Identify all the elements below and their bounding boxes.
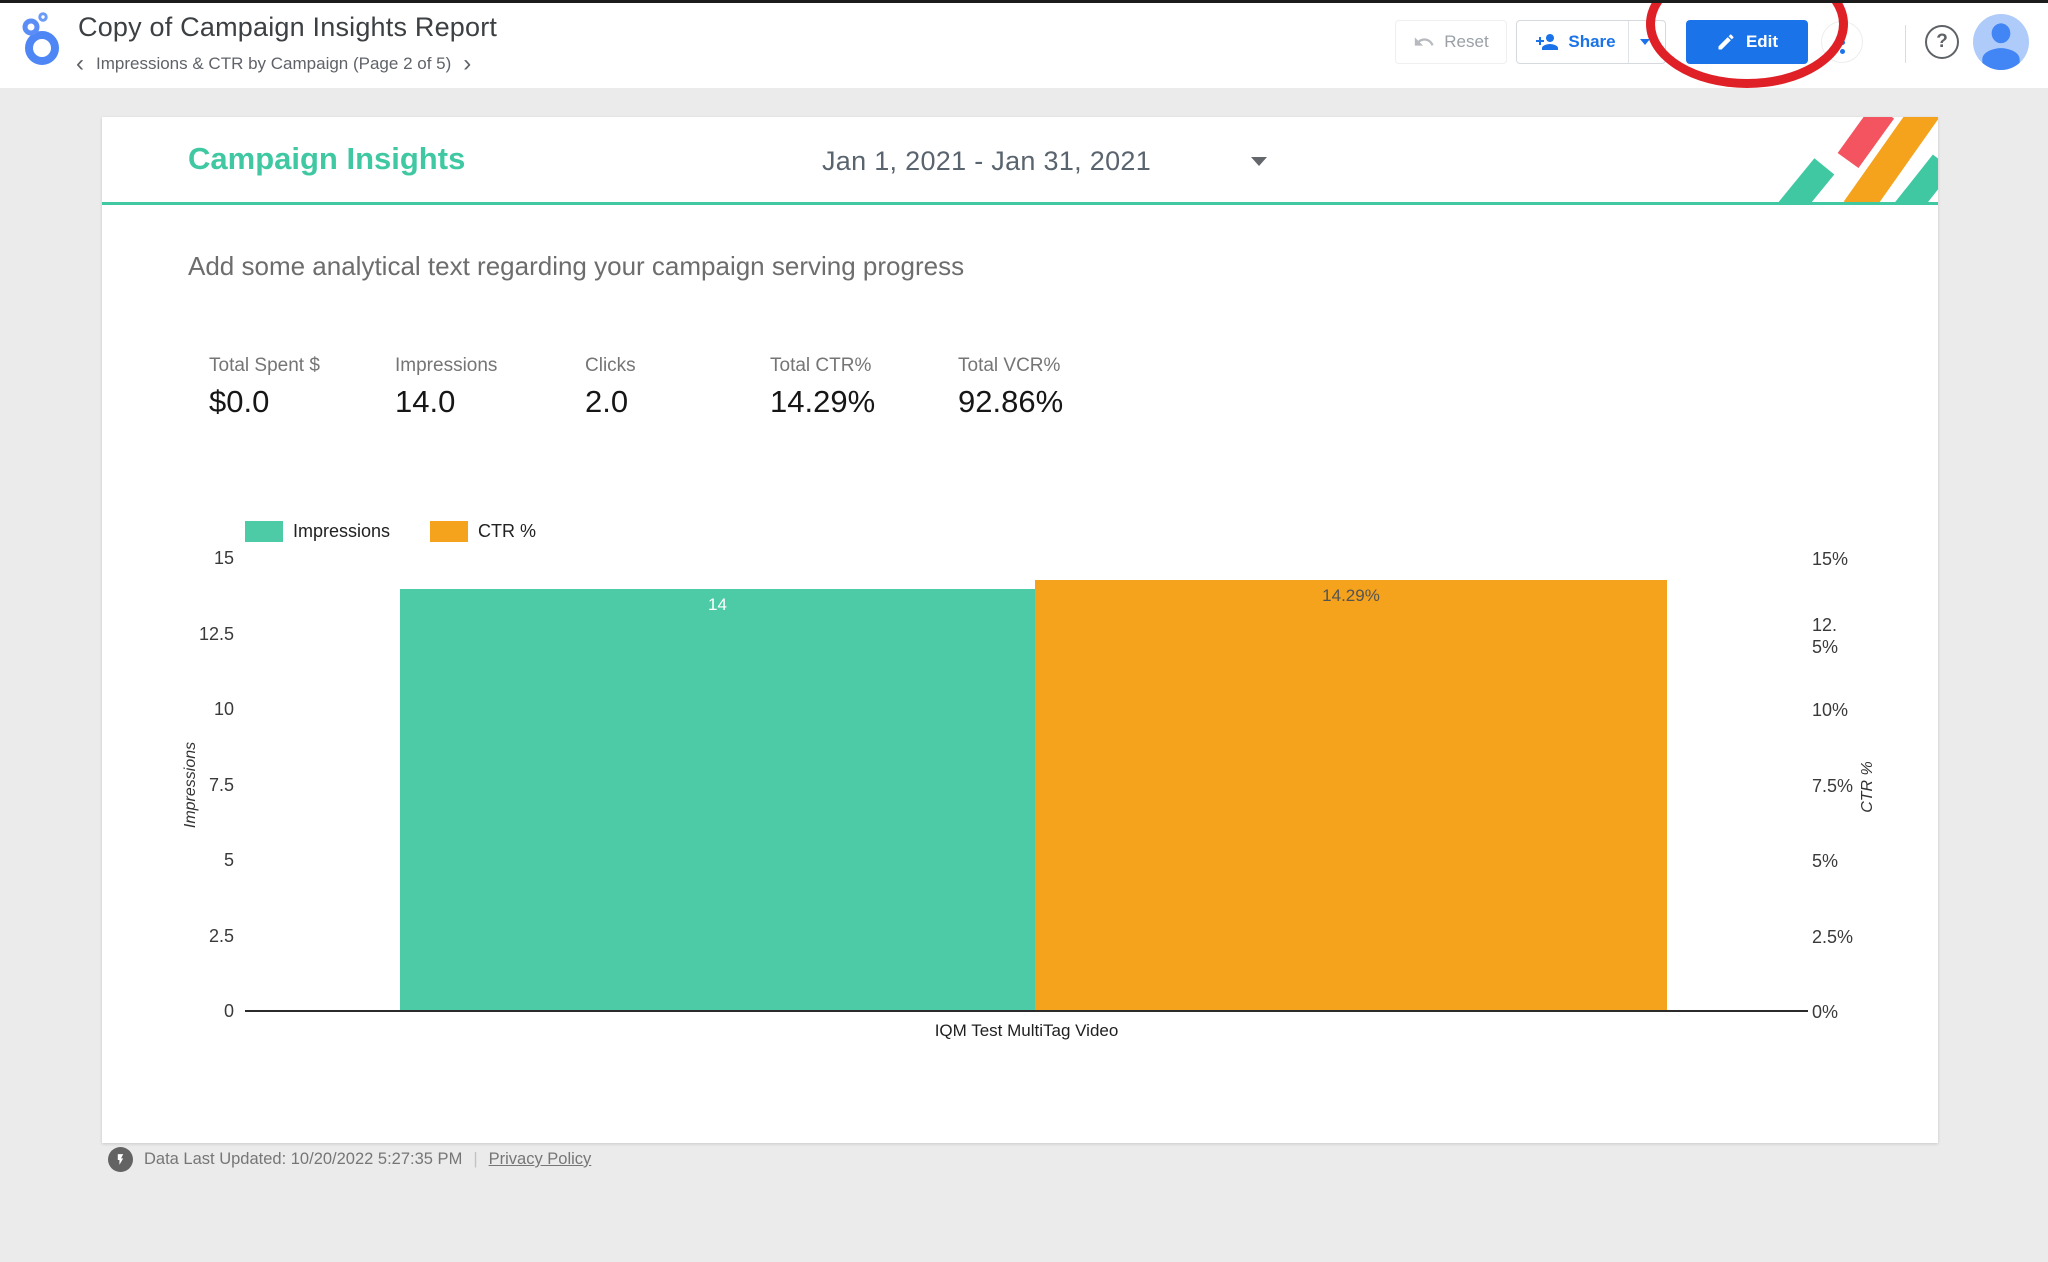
- chevron-down-icon: [1639, 39, 1650, 45]
- bar-value-label: 14: [708, 595, 727, 614]
- bar-value-label: 14.29%: [1322, 586, 1380, 605]
- scorecard-total-spent: Total Spent $ $0.0: [209, 355, 320, 420]
- pencil-icon: [1718, 34, 1734, 50]
- analytical-text: Add some analytical text regarding your …: [188, 251, 965, 281]
- scorecard-total-vcr: Total VCR% 92.86%: [958, 355, 1063, 420]
- legend-label-ctr: CTR %: [478, 521, 536, 541]
- bolt-icon: [108, 1147, 133, 1172]
- left-axis-tick: 15: [213, 548, 234, 568]
- footer-separator: |: [473, 1150, 478, 1168]
- scorecard-total-ctr: Total CTR% 14.29%: [770, 355, 875, 420]
- share-dropdown-button[interactable]: [1629, 21, 1661, 63]
- right-axis-tick: 0%: [1812, 1002, 1839, 1022]
- share-button-group: Share: [1516, 20, 1666, 64]
- user-avatar[interactable]: [1973, 14, 2029, 70]
- reset-button[interactable]: Reset: [1395, 20, 1507, 64]
- scorecard-value: 14.29%: [770, 384, 876, 419]
- right-axis-title: CTR %: [1859, 761, 1876, 813]
- scorecard-value: 14.0: [395, 384, 456, 419]
- person-icon: [1982, 23, 2020, 70]
- question-mark-icon: ?: [1936, 31, 1948, 52]
- person-add-icon: [1536, 34, 1559, 50]
- share-split-divider: [1627, 21, 1629, 63]
- scorecard-value: 92.86%: [958, 384, 1064, 419]
- date-range-value: Jan 1, 2021 - Jan 31, 2021: [822, 145, 1152, 176]
- right-axis-tick: 2.5%: [1812, 927, 1854, 947]
- scorecard-label: Total VCR%: [958, 355, 1061, 376]
- scorecard-label: Clicks: [585, 355, 636, 376]
- x-axis-category-label: IQM Test MultiTag Video: [934, 1021, 1119, 1040]
- right-axis-tick: 7.5%: [1812, 776, 1854, 796]
- left-axis-tick: 12.5: [198, 624, 234, 644]
- next-page-icon[interactable]: ›: [463, 50, 472, 77]
- right-axis-tick: 15%: [1812, 549, 1849, 569]
- date-range-caret-icon: [1251, 156, 1268, 166]
- top-app-bar: Copy of Campaign Insights Report ‹ Impre…: [0, 0, 2048, 88]
- appbar-divider: [1905, 25, 1906, 63]
- prev-page-icon[interactable]: ‹: [76, 50, 84, 77]
- share-button[interactable]: Share: [1521, 21, 1627, 63]
- right-axis-tick: 5%: [1812, 851, 1839, 871]
- left-axis-tick: 7.5: [208, 775, 234, 795]
- bar-ctr[interactable]: 14.29%: [1035, 580, 1667, 1010]
- edit-button[interactable]: Edit: [1686, 20, 1808, 64]
- legend-label-impressions: Impressions: [293, 521, 391, 541]
- privacy-policy-link[interactable]: Privacy Policy: [488, 1150, 592, 1168]
- scorecard-value: $0.0: [209, 384, 270, 419]
- reset-label: Reset: [1444, 32, 1489, 51]
- report-canvas: Campaign Insights Jan 1, 2021 - Jan 31, …: [102, 117, 1938, 1143]
- bar-impressions[interactable]: 14: [400, 589, 1035, 1010]
- data-last-updated: Data Last Updated: 10/20/2022 5:27:35 PM: [144, 1150, 463, 1168]
- left-axis-tick: 2.5: [208, 926, 234, 946]
- kebab-dot: [1839, 30, 1845, 36]
- share-label: Share: [1568, 32, 1616, 51]
- edit-label: Edit: [1745, 32, 1779, 51]
- page-selector-label[interactable]: Impressions & CTR by Campaign (Page 2 of…: [96, 54, 452, 73]
- scorecard-label: Impressions: [395, 355, 498, 376]
- report-header: Campaign Insights Jan 1, 2021 - Jan 31, …: [102, 117, 1938, 205]
- scorecard-clicks: Clicks 2.0: [585, 355, 636, 420]
- date-range-control[interactable]: Jan 1, 2021 - Jan 31, 2021: [822, 135, 1402, 187]
- scorecard-label: Total CTR%: [770, 355, 872, 376]
- scorecard-label: Total Spent $: [209, 355, 320, 376]
- report-title: Copy of Campaign Insights Report: [78, 12, 498, 42]
- more-options-button[interactable]: [1821, 21, 1863, 63]
- x-axis-line: [245, 1010, 1808, 1012]
- scorecard-impressions: Impressions 14.0: [395, 355, 497, 420]
- page-title: Campaign Insights: [188, 141, 466, 176]
- right-axis-tick: 12.5%: [1812, 615, 1839, 657]
- kebab-dot: [1839, 39, 1845, 45]
- window-top-edge: [0, 0, 2048, 3]
- kebab-dot: [1839, 48, 1845, 54]
- legend-swatch-impressions: [245, 521, 283, 542]
- left-axis-tick: 10: [213, 699, 234, 719]
- page-footer: Data Last Updated: 10/20/2022 5:27:35 PM…: [108, 1147, 591, 1172]
- right-axis-tick: 10%: [1812, 700, 1849, 720]
- left-axis-title: Impressions: [182, 741, 199, 829]
- looker-studio-logo-icon[interactable]: [16, 12, 66, 66]
- scorecard-value: 2.0: [585, 384, 629, 419]
- breadcrumb: ‹ Impressions & CTR by Campaign (Page 2 …: [74, 50, 473, 77]
- left-axis-tick: 5: [223, 850, 234, 870]
- help-button[interactable]: ?: [1925, 25, 1959, 59]
- legend-swatch-ctr: [430, 521, 468, 542]
- undo-icon: [1415, 37, 1434, 46]
- corner-stripes-decoration: [1778, 117, 1938, 202]
- left-axis-tick: 0: [223, 1001, 234, 1021]
